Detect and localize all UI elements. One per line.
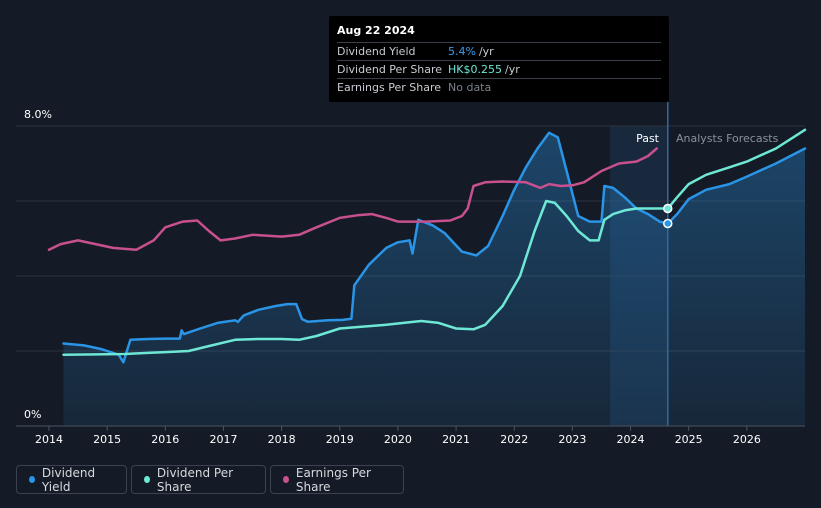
y-axis-label-bottom: 0% — [24, 408, 41, 421]
x-tick-label: 2022 — [500, 433, 528, 446]
legend-dot-icon — [29, 476, 35, 483]
tooltip-unit: /yr — [478, 45, 494, 58]
x-tick-label: 2025 — [675, 433, 703, 446]
legend-dot-icon — [283, 476, 289, 483]
x-tick-label: 2024 — [617, 433, 645, 446]
legend-dot-icon — [144, 476, 150, 483]
x-axis-ticks: 2014 2015 2016 2017 2018 2019 2020 2021 2022 2023… — [35, 426, 761, 446]
tooltip-label: Dividend Per Share — [337, 63, 443, 76]
tooltip-value: 5.4% — [448, 45, 476, 58]
dividend-yield-area — [63, 132, 805, 427]
series-layer — [47, 128, 807, 427]
x-tick-label: 2020 — [384, 433, 412, 446]
cursor-markers — [663, 203, 673, 229]
tooltip-unit: /yr — [504, 63, 520, 76]
legend-label: Dividend Yield — [41, 465, 96, 494]
legend-item-dividend-yield[interactable]: Dividend Yield — [16, 465, 127, 494]
tooltip-row-dividend-per-share: Dividend Per Share HK$0.255 /yr — [337, 60, 661, 78]
dividend-yield-marker — [663, 218, 673, 229]
tooltip-value: No data — [448, 81, 492, 94]
tooltip-date: Aug 22 2024 — [337, 24, 415, 37]
dividend-per-share-marker — [663, 203, 673, 214]
x-tick-label: 2019 — [326, 433, 354, 446]
x-tick-label: 2014 — [35, 433, 63, 446]
y-axis-label-top: 8.0% — [24, 108, 52, 121]
legend-item-dividend-per-share[interactable]: Dividend Per Share — [131, 465, 266, 494]
x-tick-label: 2016 — [151, 433, 179, 446]
x-tick-label: 2026 — [733, 433, 761, 446]
tooltip-row-earnings-per-share: Earnings Per Share No data — [337, 78, 661, 96]
past-label: Past — [636, 132, 660, 145]
x-tick-label: 2017 — [209, 433, 237, 446]
tooltip-value: HK$0.255 — [448, 63, 502, 76]
legend-item-earnings-per-share[interactable]: Earnings Per Share — [270, 465, 404, 494]
tooltip: Aug 22 2024 Dividend Yield 5.4% /yr Divi… — [329, 16, 669, 102]
x-tick-label: 2018 — [268, 433, 296, 446]
tooltip-label: Dividend Yield — [337, 45, 416, 58]
tooltip-label: Earnings Per Share — [337, 81, 442, 94]
tooltip-row-dividend-yield: Dividend Yield 5.4% /yr — [337, 42, 661, 60]
forecast-label: Analysts Forecasts — [676, 132, 779, 145]
x-tick-label: 2023 — [558, 433, 586, 446]
earnings-per-share-line — [47, 147, 658, 252]
x-tick-label: 2021 — [442, 433, 470, 446]
legend-label: Earnings Per Share — [295, 465, 371, 494]
x-tick-label: 2015 — [93, 433, 121, 446]
legend-label: Dividend Per Share — [156, 465, 234, 494]
